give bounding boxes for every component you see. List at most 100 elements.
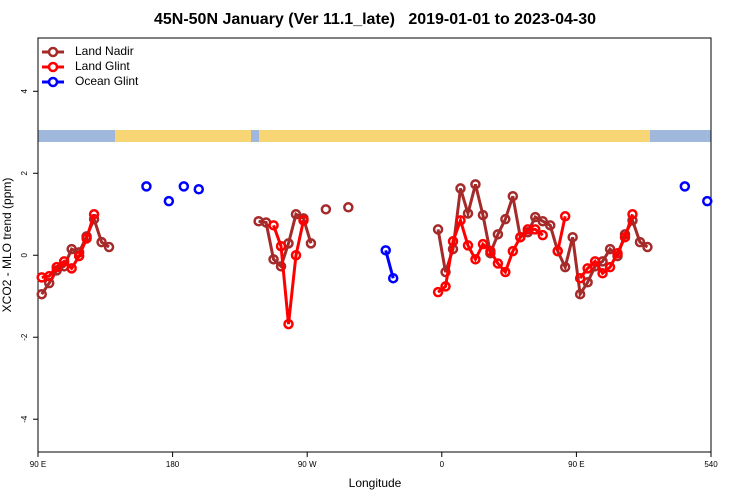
y-axis-label: XCO2 - MLO trend (ppm) (0, 178, 14, 313)
ocean-strip (38, 130, 115, 142)
data-point (141, 181, 152, 192)
data-point (567, 231, 578, 243)
data-point (178, 181, 190, 192)
data-point (470, 179, 481, 190)
data-point (612, 247, 623, 259)
data-point (163, 195, 175, 207)
x-axis-label: Longitude (349, 476, 402, 490)
data-point (283, 318, 294, 330)
data-point (275, 261, 287, 272)
ocean-strip (650, 130, 711, 142)
map-strip (38, 130, 711, 142)
data-point (462, 240, 474, 251)
legend-marker (47, 46, 59, 58)
data-point (627, 209, 638, 220)
data-point (320, 204, 332, 215)
data-point (96, 236, 107, 248)
data-point (380, 245, 391, 256)
data-point (477, 238, 489, 250)
data-point (290, 249, 302, 261)
data-point (604, 261, 616, 273)
plot-frame (37, 37, 712, 453)
data-point (604, 243, 616, 255)
data-point (470, 254, 481, 265)
y-tick-label: -4 (20, 415, 29, 423)
y-tick-label: -2 (20, 333, 29, 341)
x-tick-label: 0 (440, 460, 445, 469)
data-point (544, 220, 556, 231)
data-point (574, 272, 586, 284)
data-point (455, 183, 466, 194)
y-tick-label: 2 (20, 170, 29, 175)
data-point (387, 272, 399, 284)
series-line (556, 215, 567, 252)
chart-title: 45N-50N January (Ver 11.1_late) 2019-01-… (154, 11, 596, 28)
data-point (58, 256, 70, 267)
data-point (268, 254, 279, 265)
data-point (51, 261, 62, 273)
data-point (268, 220, 279, 231)
data-point (507, 245, 519, 257)
legend-label: Land Nadir (75, 44, 134, 58)
x-tick-label: 90 W (298, 460, 317, 469)
data-point (36, 288, 47, 300)
x-tick-label: 90 E (568, 460, 584, 469)
data-point (642, 241, 653, 253)
data-point (81, 233, 92, 244)
data-point (290, 209, 302, 220)
data-point (492, 229, 504, 240)
data-point (440, 281, 451, 292)
data-point (702, 195, 713, 207)
data-point (500, 266, 511, 278)
x-tick-label: 90 E (30, 460, 46, 469)
y-tick-label: 0 (20, 252, 29, 257)
data-point (485, 245, 496, 257)
data-point (552, 245, 563, 257)
data-point (634, 236, 646, 248)
data-point (537, 215, 548, 227)
data-point (73, 250, 85, 262)
land-strip (38, 130, 711, 142)
data-point (619, 231, 631, 243)
data-point (305, 238, 317, 249)
data-point (492, 258, 504, 269)
data-point (597, 268, 608, 279)
data-point (462, 208, 474, 219)
data-point (559, 261, 571, 273)
data-point (447, 236, 459, 247)
x-tick-label: 540 (704, 460, 718, 469)
data-point (88, 209, 100, 220)
ocean-strip (251, 130, 259, 142)
data-point (530, 224, 541, 235)
legend-label: Ocean Glint (75, 74, 139, 88)
data-point (298, 215, 309, 226)
series-line (272, 220, 305, 325)
data-point (103, 241, 115, 253)
y-tick-label: 4 (20, 89, 29, 94)
data-point (432, 224, 444, 235)
data-point (500, 213, 511, 225)
data-point (515, 231, 526, 243)
data-point (275, 240, 287, 252)
data-point (589, 256, 601, 267)
data-point (455, 215, 466, 226)
data-point (537, 229, 548, 241)
legend-marker (47, 61, 59, 73)
data-point (432, 286, 444, 298)
data-point (530, 211, 541, 223)
data-point (679, 181, 691, 192)
legend-label: Land Glint (75, 59, 130, 73)
data-point (66, 263, 77, 274)
data-point (507, 190, 519, 202)
data-point (193, 184, 205, 195)
legend-marker (47, 76, 59, 88)
data-point (582, 263, 593, 274)
data-point (582, 277, 593, 288)
data-point (574, 288, 586, 300)
data-point (559, 211, 571, 222)
x-tick-label: 180 (166, 460, 180, 469)
data-point (477, 209, 489, 221)
data-point (343, 202, 354, 213)
